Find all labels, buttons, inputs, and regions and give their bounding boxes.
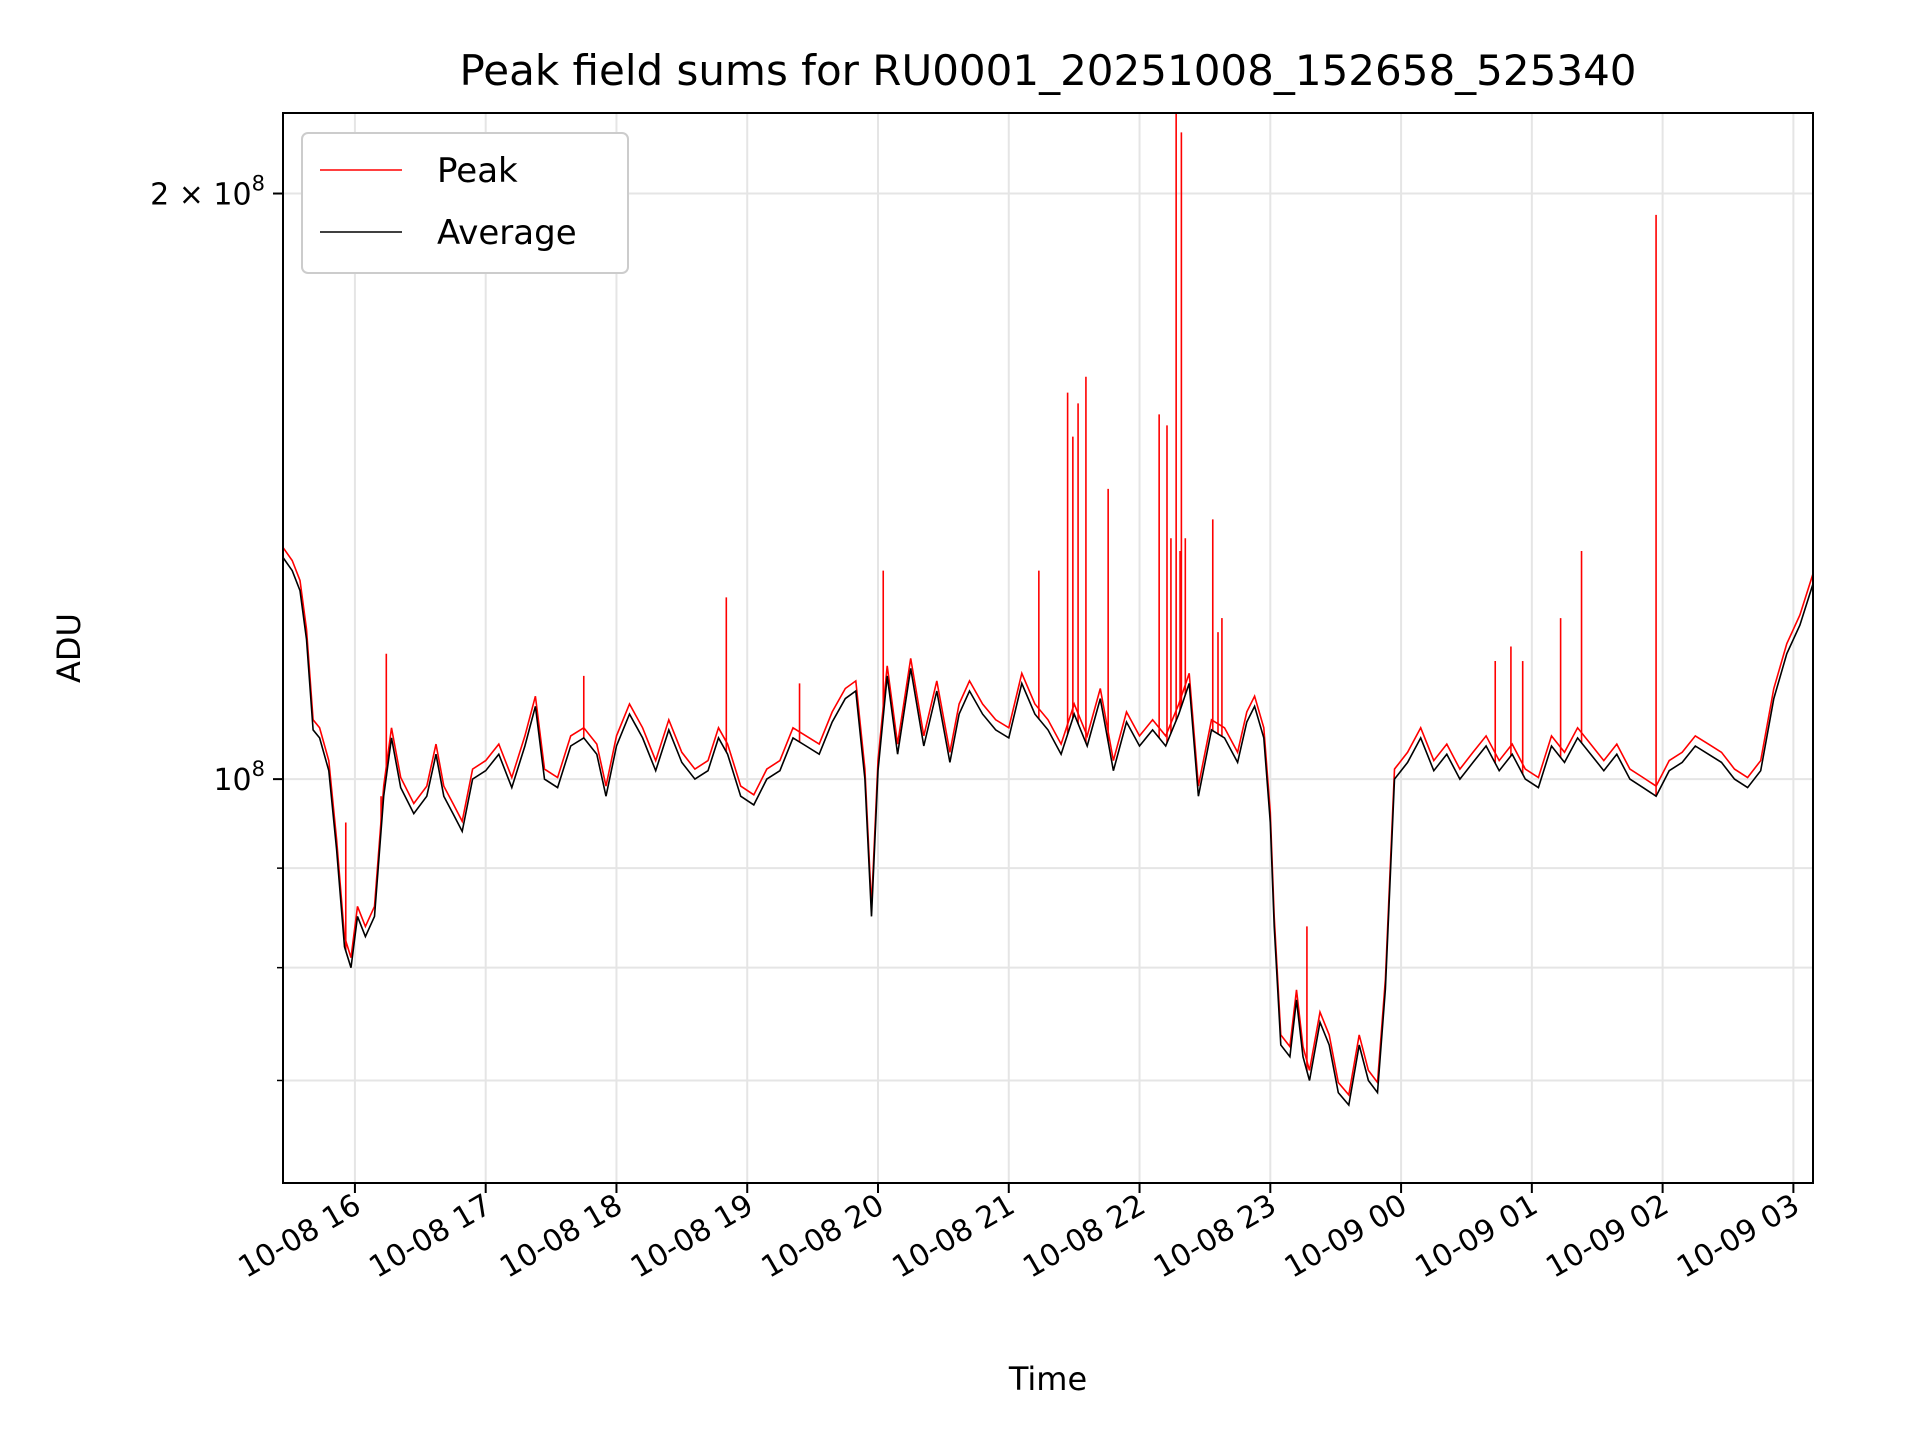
legend-box (301, 132, 629, 274)
x-tick-label: 10-08 18 (494, 1188, 628, 1286)
average-series-line (282, 557, 1814, 1107)
x-tick-label: 10-08 21 (886, 1188, 1020, 1286)
y-tick-label: 108 (213, 757, 265, 798)
x-axis-label: Time (1008, 1360, 1087, 1398)
y-axis-label: ADU (50, 613, 88, 683)
grid (283, 113, 1813, 1183)
x-tick-label: 10-08 20 (756, 1188, 890, 1286)
legend-label-peak: Peak (437, 151, 518, 191)
x-tick-label: 10-09 00 (1279, 1188, 1413, 1286)
x-tick-label: 10-08 22 (1017, 1188, 1151, 1286)
legend: Peak Average (301, 132, 629, 274)
x-tick-label: 10-08 23 (1148, 1188, 1282, 1286)
x-tick-label: 10-08 19 (625, 1188, 759, 1286)
y-tick-label: 2 × 108 (150, 172, 265, 213)
legend-label-average: Average (437, 213, 577, 253)
y-axis-ticks: 108 2 × 108 (150, 172, 283, 1082)
x-tick-label: 10-09 02 (1540, 1188, 1674, 1286)
x-tick-label: 10-08 16 (233, 1188, 367, 1286)
x-tick-label: 10-09 01 (1410, 1188, 1544, 1286)
peak-series-line (282, 546, 1814, 1097)
x-tick-label: 10-08 17 (363, 1188, 497, 1286)
series-layer (282, 113, 1814, 1107)
plot-frame (282, 112, 1814, 1184)
x-tick-label: 10-09 03 (1671, 1188, 1805, 1286)
chart-title: Peak field sums for RU0001_20251008_1526… (459, 46, 1636, 95)
